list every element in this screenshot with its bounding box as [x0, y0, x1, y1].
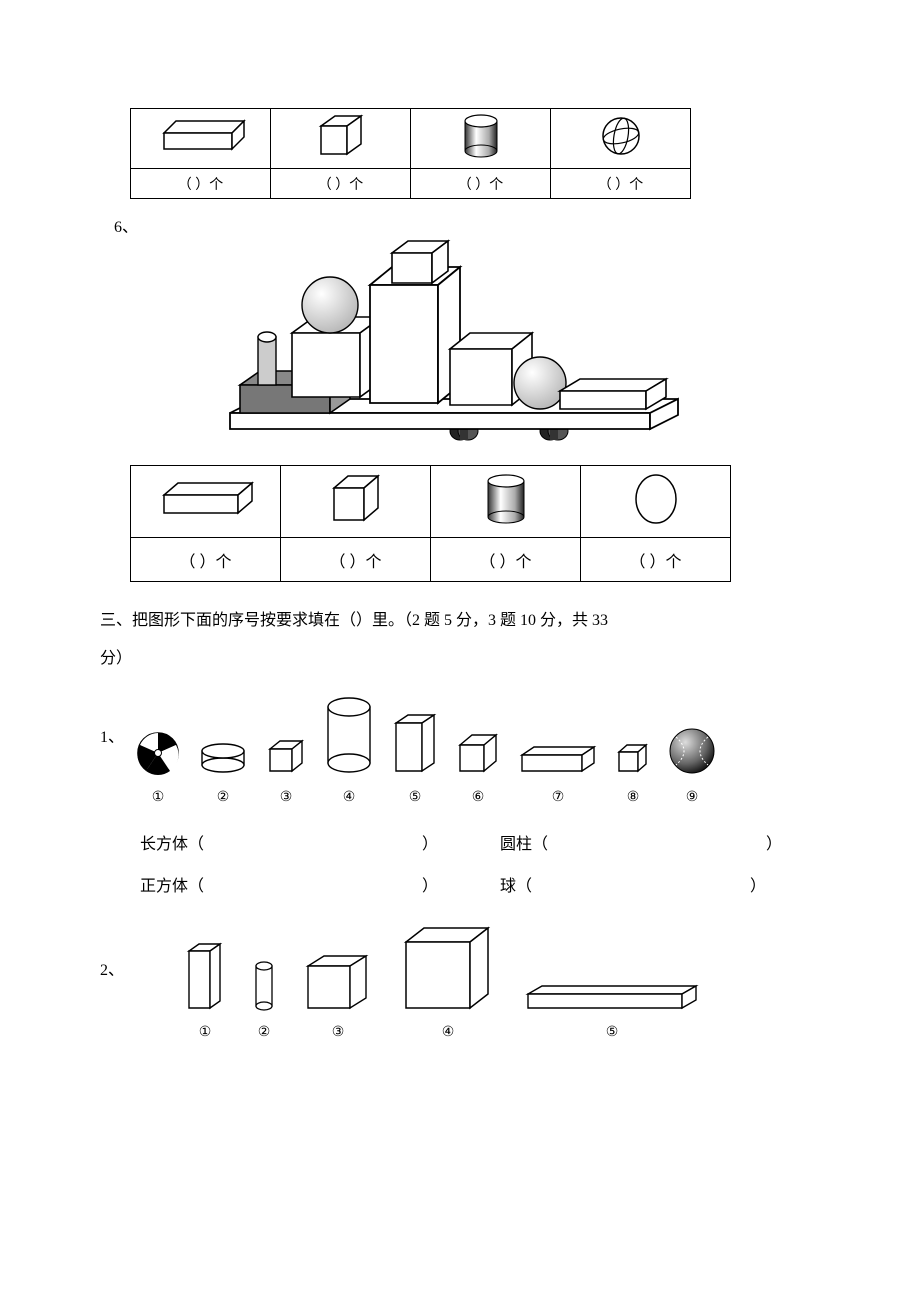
- long-cuboid-icon: [524, 984, 700, 1012]
- q1-item-2: ②: [198, 743, 248, 806]
- answer-cube: 正方体（ ）: [140, 872, 460, 896]
- q2-idx-3: ③: [332, 1024, 345, 1041]
- cylinder-cell-2: [431, 466, 581, 538]
- short-cylinder-icon: [198, 743, 248, 775]
- q1-idx-1: ①: [152, 789, 165, 806]
- cube-cell: [271, 109, 411, 169]
- answer-cube-close: ）: [422, 872, 438, 896]
- q1-idx-8: ⑧: [627, 789, 640, 806]
- q2-idx-1: ①: [199, 1024, 212, 1041]
- cube-cell-2: [281, 466, 431, 538]
- cuboid-count-2: （ ）个: [131, 538, 281, 582]
- cube-icon: [456, 733, 500, 775]
- q1-idx-7: ⑦: [552, 789, 565, 806]
- q1-item-7: ⑦: [518, 745, 598, 806]
- q2-idx-2: ②: [258, 1024, 271, 1041]
- oval-icon: [632, 473, 680, 525]
- cuboid-icon: [156, 119, 246, 153]
- cube-count: （ ）个: [271, 169, 411, 199]
- answer-sphere: 球（ ）: [500, 872, 820, 896]
- tall-cylinder-icon: [324, 697, 374, 775]
- cube-count-2: （ ）个: [281, 538, 431, 582]
- q2-item-3: ③: [304, 954, 372, 1041]
- q1-shapes: ① ② ③: [136, 697, 716, 806]
- q2-idx-4: ④: [442, 1024, 455, 1041]
- question-1-marker: 1、: [100, 697, 136, 747]
- answer-sphere-close: ）: [750, 872, 766, 896]
- q1-item-9: ⑨: [668, 727, 716, 806]
- q1-item-5: ⑤: [392, 713, 438, 806]
- count-table-2: （ ）个 （ ）个 （ ）个 （ ）个: [130, 465, 731, 582]
- q1-idx-6: ⑥: [472, 789, 485, 806]
- heading-line-2: 分）: [100, 650, 132, 667]
- beachball-icon: [136, 731, 180, 775]
- cuboid-icon: [304, 954, 372, 1012]
- q1-idx-5: ⑤: [409, 789, 422, 806]
- sphere-cell: [551, 109, 691, 169]
- cube-icon: [330, 474, 382, 524]
- cylinder-count: （ ）个: [411, 169, 551, 199]
- sphere-cell-2: [581, 466, 731, 538]
- q1-item-4: ④: [324, 697, 374, 806]
- cuboid-count: （ ）个: [131, 169, 271, 199]
- sphere-count: （ ）个: [551, 169, 691, 199]
- answer-cuboid-close: ）: [422, 830, 438, 854]
- question-2-row: 2、 ① ② ③ ④: [100, 926, 820, 1041]
- small-cube-icon: [616, 743, 650, 775]
- cylinder-icon: [461, 113, 501, 159]
- q1-item-8: ⑧: [616, 743, 650, 806]
- narrow-cylinder-icon: [254, 960, 274, 1012]
- heading-line-1: 三、把图形下面的序号按要求填在（）里。（2 题 5 分，3 题 10 分，共 3…: [100, 612, 608, 629]
- cuboid-cell-2: [131, 466, 281, 538]
- q2-item-2: ②: [254, 960, 274, 1041]
- composite-shape-figure: [210, 237, 710, 447]
- answer-sphere-label: 球（: [500, 872, 532, 896]
- q1-idx-4: ④: [343, 789, 356, 806]
- q1-idx-9: ⑨: [686, 789, 699, 806]
- answer-cylinder-label: 圆柱（: [500, 830, 548, 854]
- q1-item-3: ③: [266, 739, 306, 806]
- cylinder-icon: [484, 473, 528, 525]
- q1-item-1: ①: [136, 731, 180, 806]
- baseball-icon: [668, 727, 716, 775]
- cuboid-icon: [156, 481, 256, 517]
- answer-cuboid-label: 长方体（: [140, 830, 204, 854]
- q1-idx-2: ②: [217, 789, 230, 806]
- tall-cuboid-icon: [392, 713, 438, 775]
- cuboid-cell: [131, 109, 271, 169]
- flat-cuboid-icon: [518, 745, 598, 775]
- tall-cuboid-icon: [186, 942, 224, 1012]
- sphere-count-2: （ ）个: [581, 538, 731, 582]
- q2-item-4: ④: [402, 926, 494, 1041]
- q1-idx-3: ③: [280, 789, 293, 806]
- answer-cylinder-close: ）: [766, 830, 782, 854]
- answer-cuboid: 长方体（ ）: [140, 830, 460, 854]
- small-cube-icon: [266, 739, 306, 775]
- count-table-1: （ ）个 （ ）个 （ ）个 （ ）个: [130, 108, 691, 199]
- cube-icon: [317, 114, 365, 158]
- q2-item-5: ⑤: [524, 984, 700, 1041]
- q2-item-1: ①: [186, 942, 224, 1041]
- cylinder-cell: [411, 109, 551, 169]
- sphere-icon: [600, 115, 642, 157]
- question-2-marker: 2、: [100, 926, 136, 980]
- question-6-marker: 6、: [114, 213, 820, 237]
- question-1-row: 1、 ① ②: [100, 697, 820, 806]
- q2-idx-5: ⑤: [606, 1024, 619, 1041]
- answer-cube-label: 正方体（: [140, 872, 204, 896]
- q1-answer-grid: 长方体（ ） 圆柱（ ） 正方体（ ） 球（ ）: [140, 830, 820, 896]
- q1-item-6: ⑥: [456, 733, 500, 806]
- large-cube-icon: [402, 926, 494, 1012]
- cylinder-count-2: （ ）个: [431, 538, 581, 582]
- section-3-heading: 三、把图形下面的序号按要求填在（）里。（2 题 5 分，3 题 10 分，共 3…: [100, 602, 820, 679]
- answer-cylinder: 圆柱（ ）: [500, 830, 820, 854]
